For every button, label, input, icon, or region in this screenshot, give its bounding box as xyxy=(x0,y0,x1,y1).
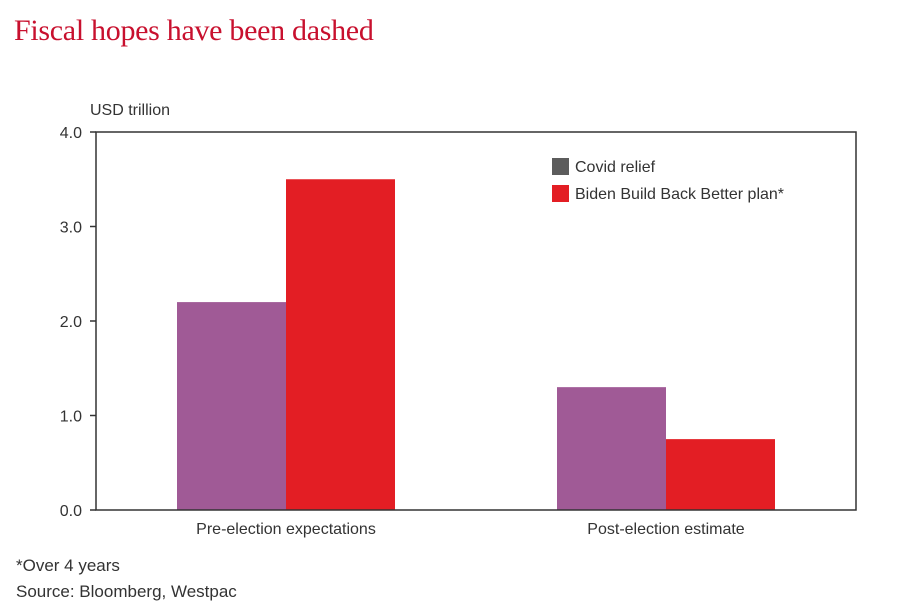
y-tick-label: 4.0 xyxy=(60,125,82,142)
legend-swatch xyxy=(552,158,569,175)
y-axis-unit-label: USD trillion xyxy=(90,102,171,119)
bar-covid-relief-post-election xyxy=(557,387,666,510)
legend-label: Biden Build Back Better plan* xyxy=(575,186,784,203)
chart-notes: *Over 4 years Source: Bloomberg, Westpac xyxy=(16,553,237,605)
x-tick-label: Pre-election expectations xyxy=(196,521,376,538)
bar-build-back-better-pre-election xyxy=(286,179,395,510)
legend-swatch xyxy=(552,185,569,202)
legend: Covid relief Biden Build Back Better plan… xyxy=(552,158,784,203)
y-tick-label: 1.0 xyxy=(60,409,82,426)
bar-covid-relief-pre-election xyxy=(177,302,286,510)
footnote: *Over 4 years xyxy=(16,556,120,575)
x-tick-label: Post-election estimate xyxy=(587,521,745,538)
legend-label: Covid relief xyxy=(575,159,656,176)
y-tick-label: 2.0 xyxy=(60,314,82,331)
y-tick-label: 3.0 xyxy=(60,220,82,237)
plot-frame xyxy=(95,131,857,511)
source-note: Source: Bloomberg, Westpac xyxy=(16,582,237,601)
bar-build-back-better-post-election xyxy=(666,439,775,510)
y-tick-label: 0.0 xyxy=(60,503,82,520)
chart-title: Fiscal hopes have been dashed xyxy=(14,14,374,47)
